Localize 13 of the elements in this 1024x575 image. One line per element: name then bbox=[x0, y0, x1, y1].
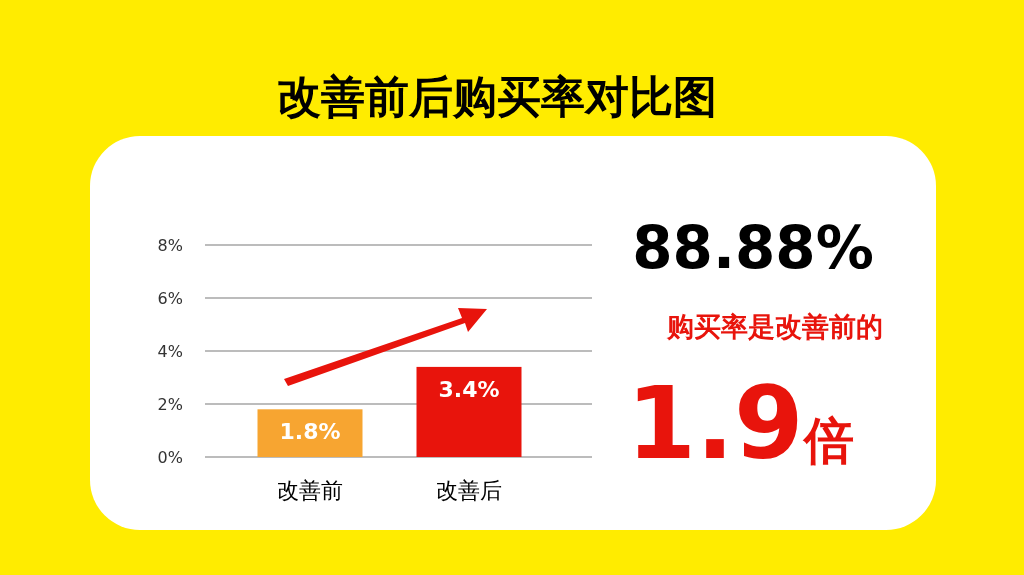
text: 购买率是改善前的 bbox=[666, 311, 883, 342]
text: 88.88% bbox=[632, 214, 874, 282]
y-tick-label: 0% bbox=[157, 448, 183, 467]
y-tick-label: 2% bbox=[157, 395, 183, 414]
y-tick-label: 4% bbox=[157, 342, 183, 361]
data-label: 1.8% bbox=[279, 419, 341, 445]
text: 1.9倍 bbox=[626, 365, 854, 482]
data-label: 3.4% bbox=[438, 376, 500, 402]
y-tick-label: 6% bbox=[157, 289, 183, 308]
x-tick-label: 改善后 bbox=[436, 478, 502, 503]
chart-title: 改善前后购买率对比图 bbox=[277, 71, 717, 122]
x-tick-label: 改善前 bbox=[277, 478, 343, 503]
y-tick-label: 8% bbox=[157, 236, 183, 255]
